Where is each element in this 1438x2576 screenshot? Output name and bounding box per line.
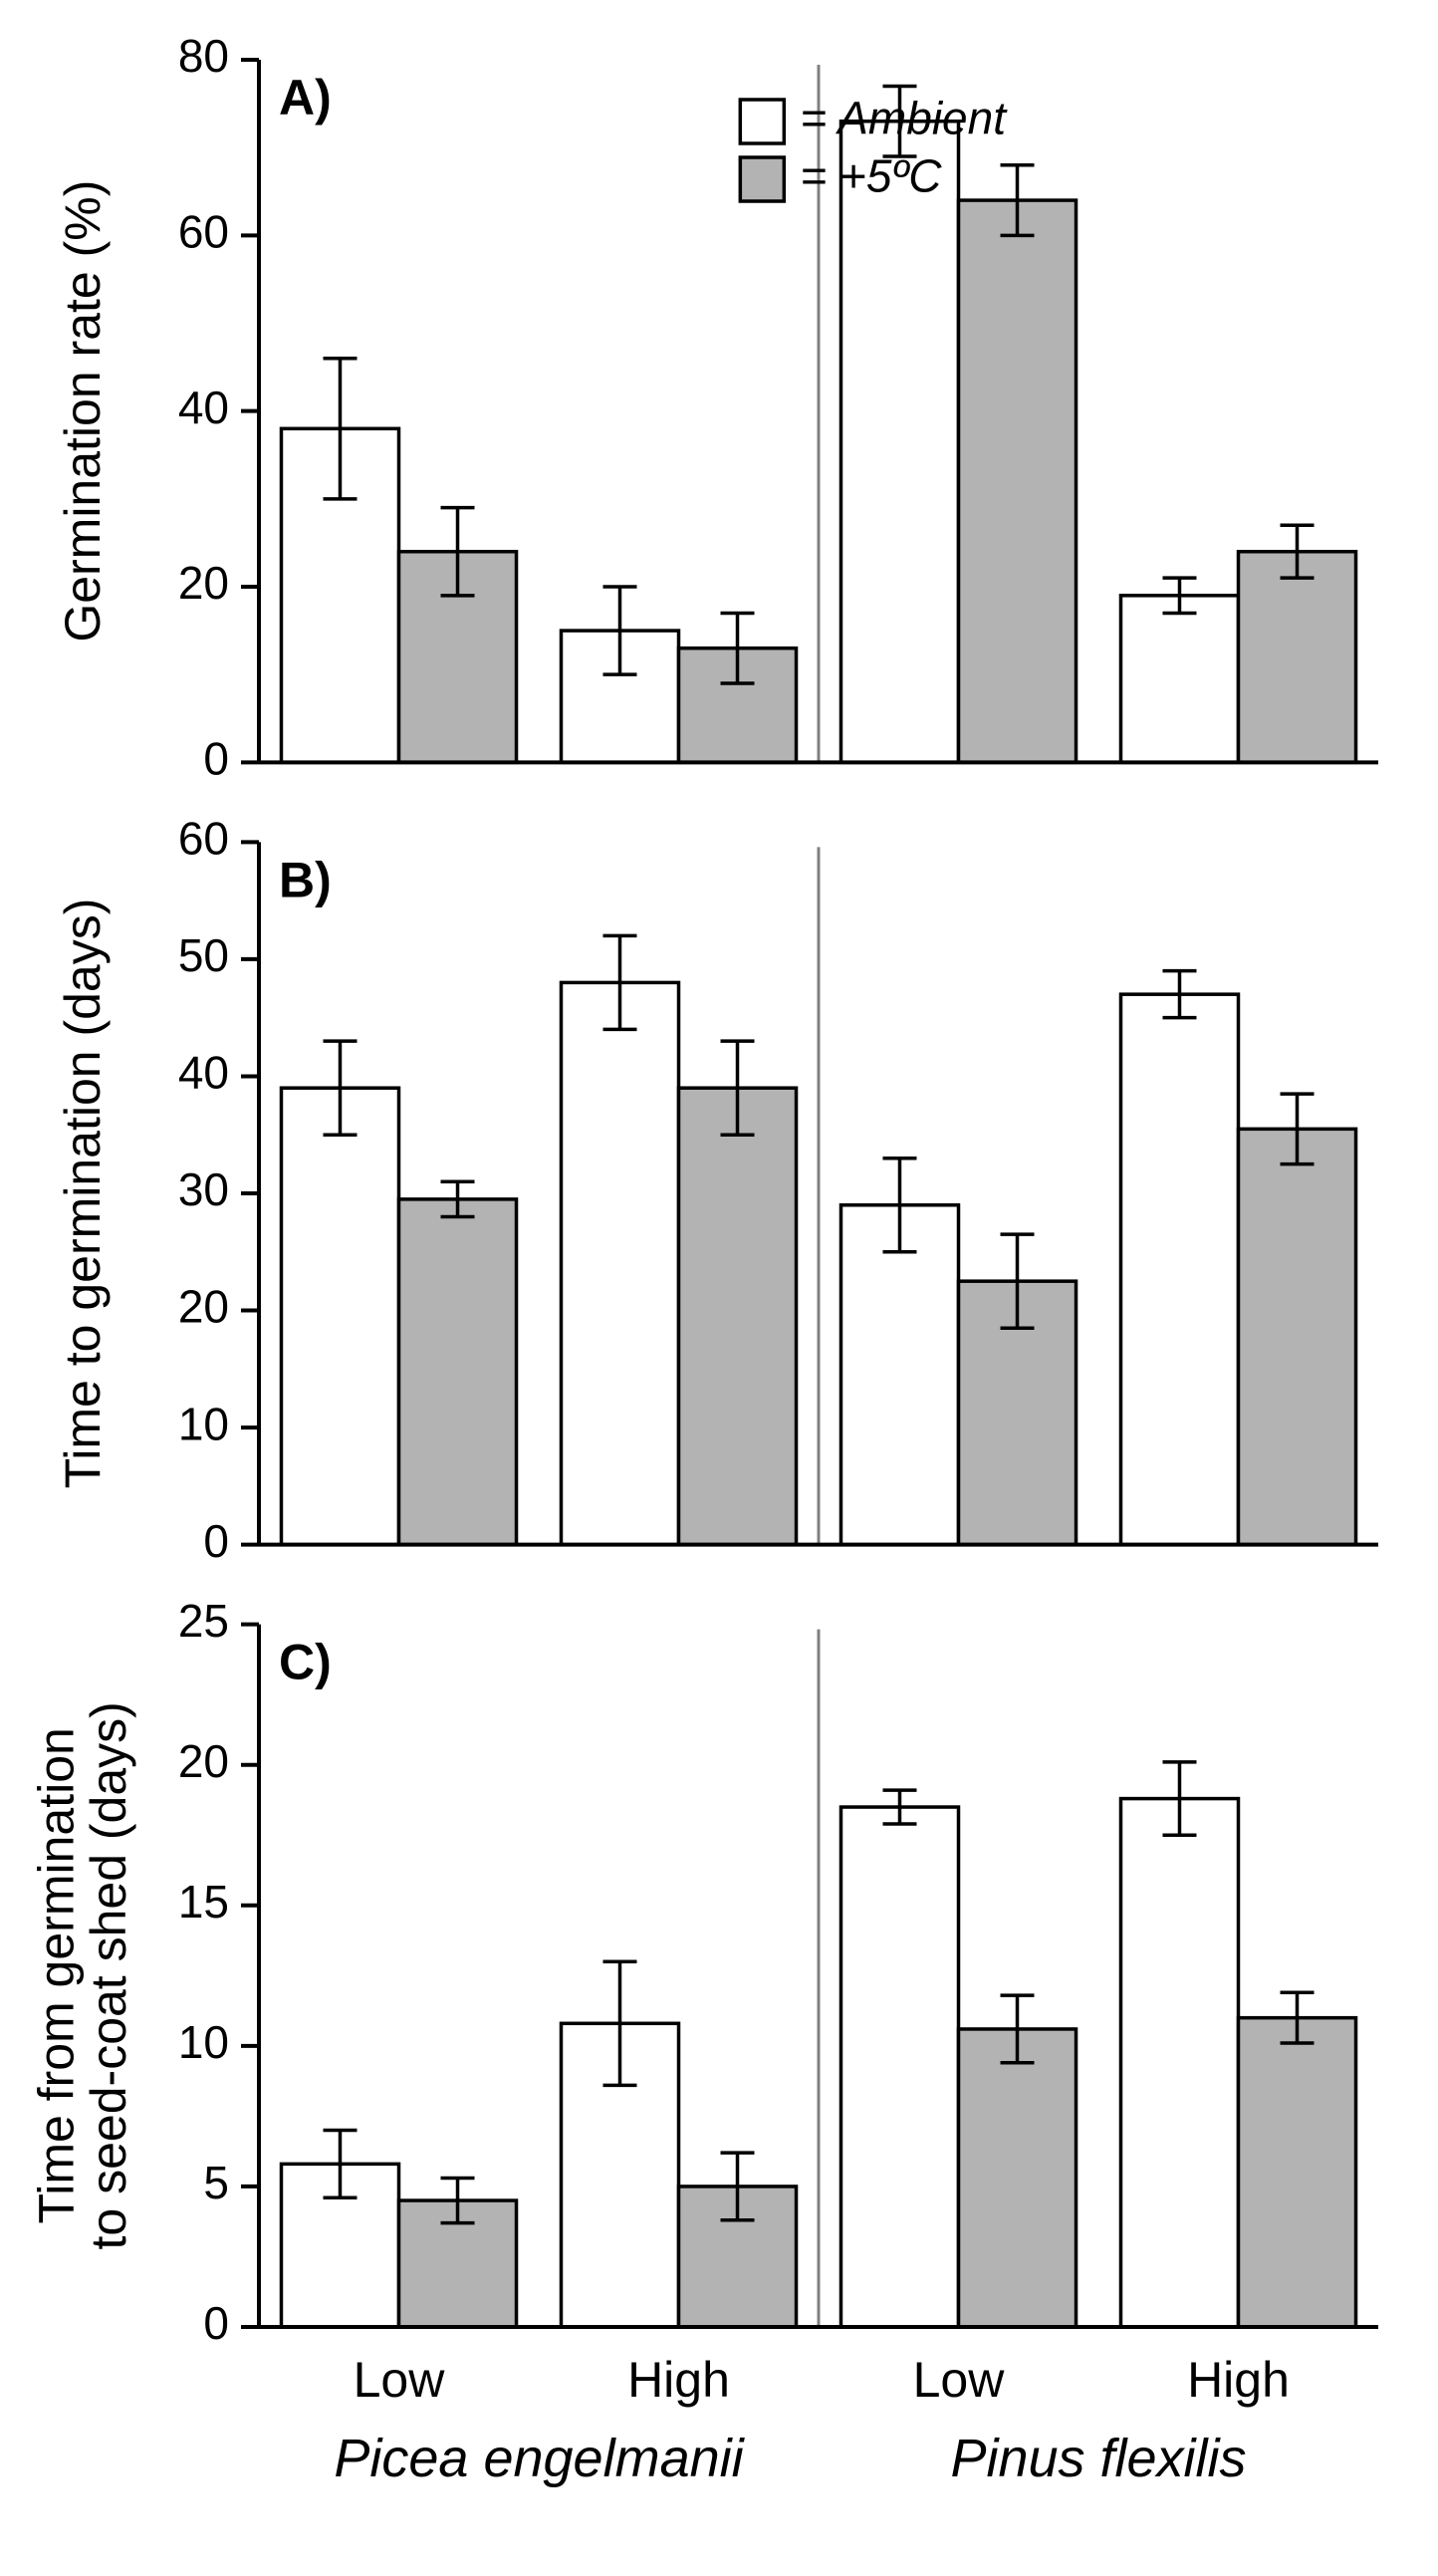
bar-picea_low-ambient (281, 1088, 398, 1544)
y-tick-label: 20 (178, 557, 229, 609)
xgroup-label: High (1187, 2352, 1290, 2408)
legend-label: = +5ºC (800, 149, 942, 201)
y-tick-label: 0 (203, 1515, 229, 1567)
y-axis-label: Time from germinationto seed-coat shed (… (29, 1701, 137, 2249)
legend-label: = Ambient (800, 92, 1008, 143)
legend-swatch (740, 157, 784, 201)
bar-pinus_high-ambient (1120, 1799, 1238, 2327)
xgroup-label: High (627, 2352, 730, 2408)
bar-picea_low-plus5 (399, 1199, 517, 1545)
y-tick-label: 0 (203, 2297, 229, 2349)
bar-pinus_low-plus5 (959, 2029, 1077, 2327)
y-tick-label: 25 (178, 1595, 229, 1647)
y-tick-label: 20 (178, 1281, 229, 1333)
legend-swatch (740, 100, 784, 143)
y-tick-label: 0 (203, 732, 229, 784)
bar-chart-figure: 0 20 40 60 80 Germination rate (%) A) = Ambient… (0, 0, 1438, 2576)
bar-picea_high-plus5 (679, 1088, 797, 1544)
y-tick-label: 15 (178, 1876, 229, 1928)
panel-label: B) (279, 852, 332, 907)
bar-pinus_low-ambient (840, 122, 958, 763)
y-tick-label: 60 (178, 205, 229, 257)
bar-picea_high-ambient (561, 982, 678, 1544)
y-axis-label: Germination rate (%) (55, 180, 111, 643)
species-label-pinus: Pinus flexilis (950, 2429, 1246, 2488)
bar-pinus_high-ambient (1120, 994, 1238, 1545)
y-tick-label: 80 (178, 30, 229, 82)
bar-pinus_high-plus5 (1239, 1129, 1356, 1544)
y-tick-label: 30 (178, 1163, 229, 1215)
bar-pinus_low-ambient (840, 1205, 958, 1545)
bar-pinus_high-plus5 (1239, 552, 1356, 763)
y-tick-label: 10 (178, 1398, 229, 1449)
y-tick-label: 20 (178, 1735, 229, 1787)
panel-label: A) (279, 70, 332, 126)
xgroup-label: Low (913, 2352, 1006, 2408)
bar-pinus_low-plus5 (959, 200, 1077, 762)
y-tick-label: 10 (178, 2016, 229, 2068)
panel-label: C) (279, 1635, 332, 1690)
bar-pinus_high-ambient (1120, 596, 1238, 763)
bar-pinus_high-plus5 (1239, 2018, 1356, 2327)
y-tick-label: 40 (178, 382, 229, 433)
y-tick-label: 60 (178, 812, 229, 864)
y-tick-label: 40 (178, 1047, 229, 1099)
y-tick-label: 5 (203, 2157, 229, 2208)
xgroup-label: Low (354, 2352, 446, 2408)
species-label-picea: Picea engelmanii (334, 2429, 745, 2488)
bar-pinus_low-ambient (840, 1807, 958, 2327)
y-tick-label: 50 (178, 929, 229, 981)
y-axis-label: Time to germination (days) (55, 899, 111, 1489)
